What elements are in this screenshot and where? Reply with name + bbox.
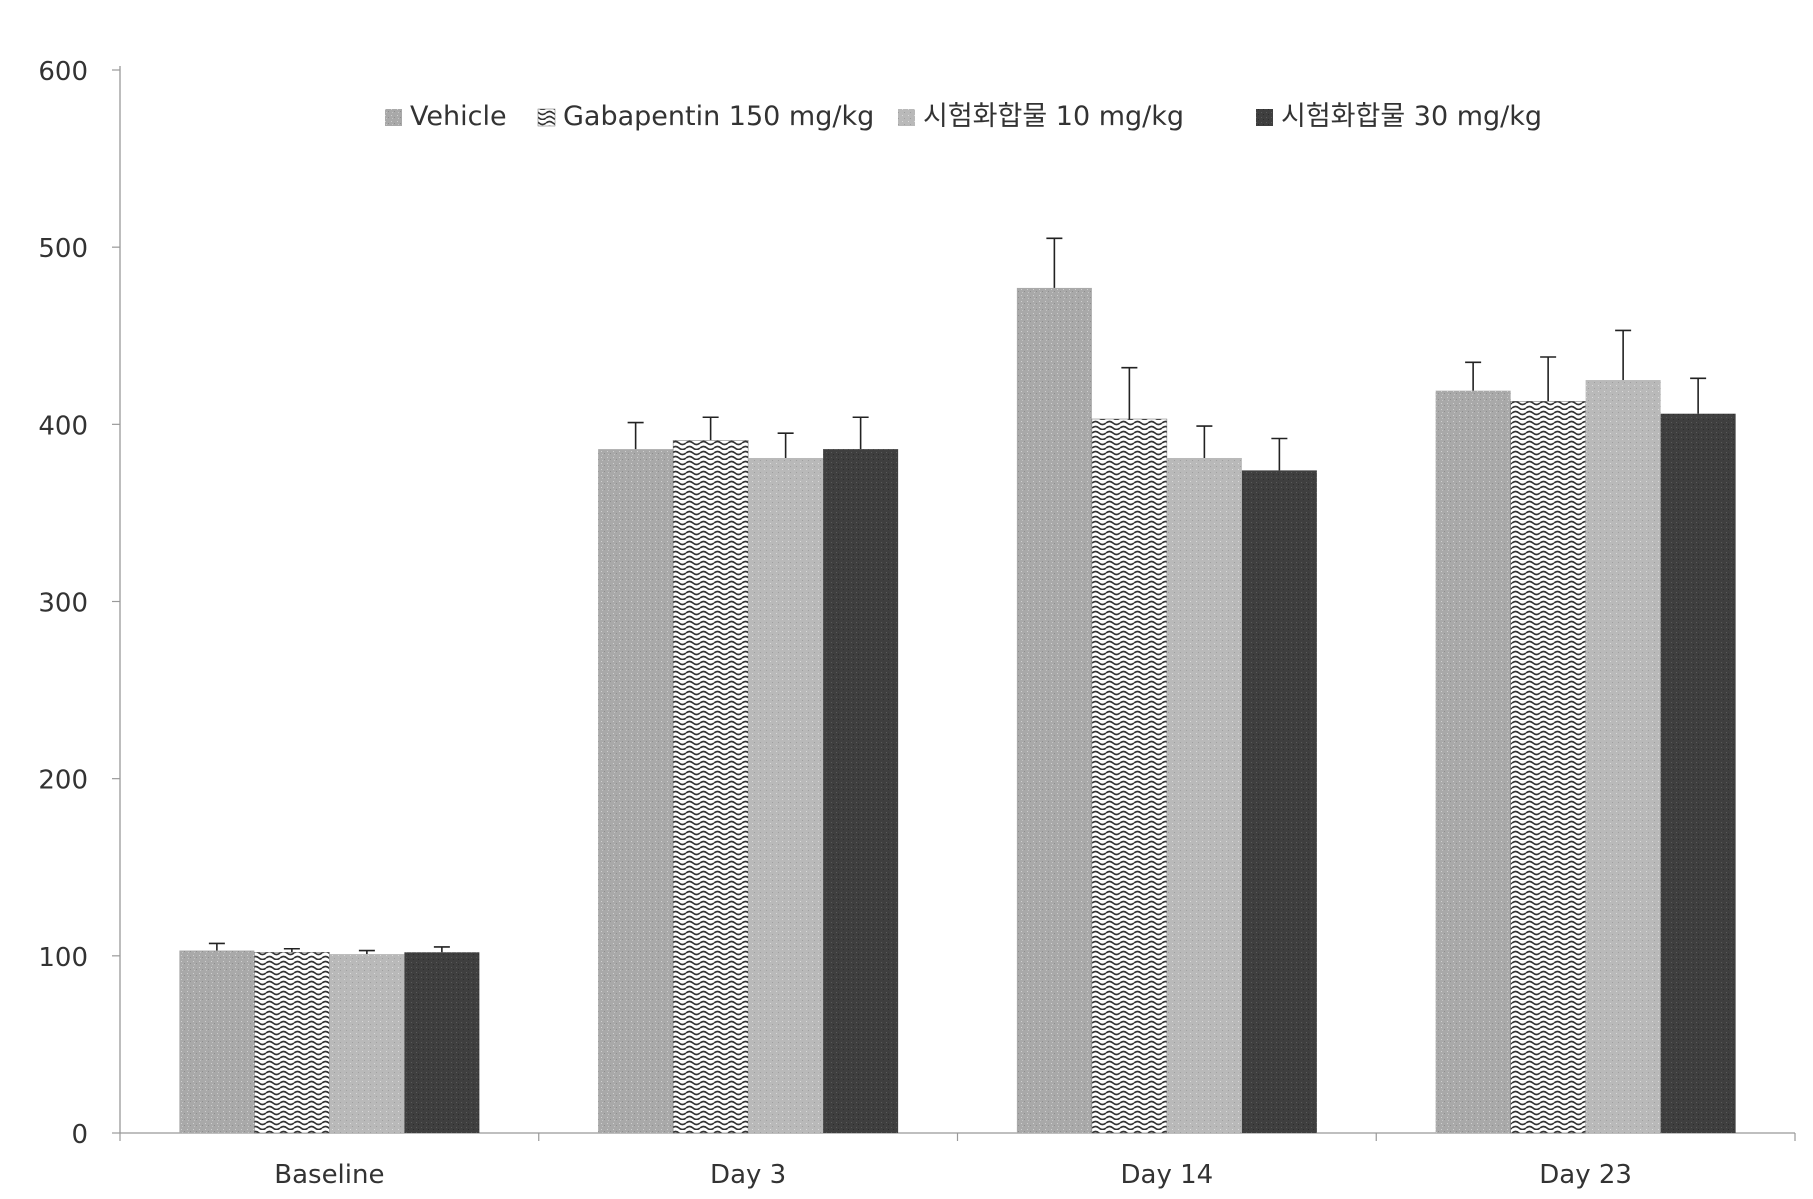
axes: 0 100 200 300 400 500 600 Baseline Day 3 Day 14 Da… xyxy=(38,57,1796,1190)
error-bars-layer xyxy=(208,237,1707,955)
legend: Vehicle Gabapentin 150 mg/kg 시험화합물 10 mg/k… xyxy=(385,101,1542,132)
y-tick-label: 400 xyxy=(38,411,88,441)
legend-swatch xyxy=(385,109,402,126)
bar xyxy=(1585,380,1661,1134)
bar xyxy=(1091,418,1168,1134)
x-tick-label: Day 14 xyxy=(1121,1160,1214,1190)
y-tick-label: 500 xyxy=(38,234,88,264)
legend-swatch xyxy=(898,109,915,126)
y-tick-label: 200 xyxy=(38,766,88,796)
bar xyxy=(672,440,749,1134)
bar xyxy=(1660,413,1736,1133)
bar xyxy=(179,950,255,1133)
bar xyxy=(1510,401,1586,1134)
legend-swatch xyxy=(537,108,556,127)
bar xyxy=(823,449,899,1133)
bar xyxy=(748,457,824,1133)
y-tick-label: 600 xyxy=(38,57,88,87)
legend-swatch xyxy=(1256,109,1273,126)
y-tick-label: 100 xyxy=(38,943,88,973)
legend-label: 시험화합물 10 mg/kg xyxy=(923,101,1184,132)
bar xyxy=(1435,390,1511,1134)
x-tick-label: Day 3 xyxy=(710,1160,786,1190)
y-tick-label: 0 xyxy=(71,1120,88,1150)
y-tick-label: 300 xyxy=(38,589,88,619)
bars-layer xyxy=(179,287,1736,1134)
x-tick-label: Baseline xyxy=(274,1160,384,1190)
bar xyxy=(404,952,480,1133)
legend-label: Vehicle xyxy=(410,101,507,132)
bar xyxy=(598,449,674,1133)
bar xyxy=(1166,457,1242,1133)
bar xyxy=(254,952,330,1134)
bar xyxy=(1241,470,1317,1133)
bar xyxy=(1016,287,1092,1133)
legend-label: Gabapentin 150 mg/kg xyxy=(563,101,874,132)
x-tick-label: Day 23 xyxy=(1539,1160,1632,1190)
legend-label: 시험화합물 30 mg/kg xyxy=(1281,101,1542,132)
bar xyxy=(329,954,405,1133)
